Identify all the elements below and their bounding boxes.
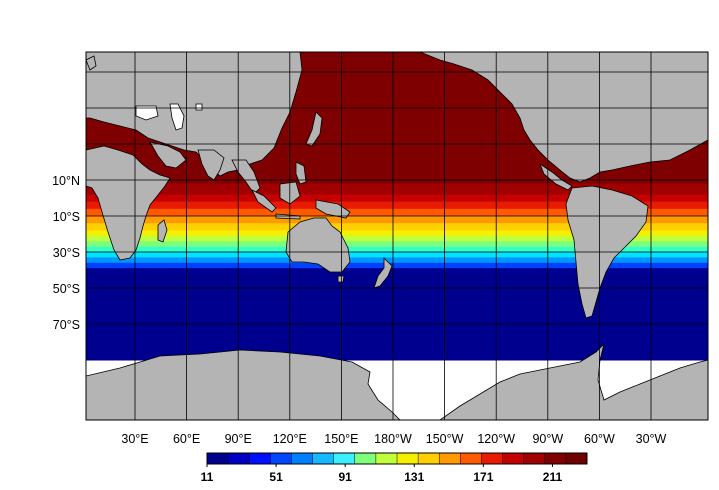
colorbar-swatch-13 — [481, 453, 503, 464]
graticule — [86, 52, 708, 420]
field-band-2 — [86, 194, 708, 203]
colorbar-swatch-10 — [418, 453, 440, 464]
colorbar-swatch-4 — [291, 453, 313, 464]
antarctica-land — [86, 349, 401, 420]
lon-label-4: 150°E — [324, 432, 358, 446]
colorbar-swatch-1 — [228, 453, 250, 464]
lat-label-1: 10°S — [53, 210, 80, 224]
lat-label-4: 70°S — [53, 318, 80, 332]
japan-land — [305, 111, 323, 147]
colorbar-swatch-3 — [270, 453, 292, 464]
lon-label-8: 90°W — [532, 432, 563, 446]
australia-land — [285, 217, 351, 273]
lon-label-10: 30°W — [636, 432, 667, 446]
colorbar-swatch-15 — [523, 453, 546, 464]
map-area — [86, 52, 708, 420]
colorbar-swatch-14 — [502, 453, 524, 464]
north-america-land — [419, 52, 708, 183]
field-band-9 — [86, 241, 708, 248]
aral-lake — [195, 103, 203, 111]
black-sea-lake — [135, 105, 159, 121]
field-band-11 — [86, 252, 708, 258]
lon-label-3: 120°E — [273, 432, 307, 446]
uk-land — [86, 55, 97, 71]
lon-label-2: 90°E — [225, 432, 252, 446]
colorbar-swatch-8 — [375, 453, 398, 464]
field-band-14 — [86, 268, 708, 361]
field-band-1 — [86, 183, 708, 195]
lon-label-6: 150°W — [426, 432, 464, 446]
field-band-4 — [86, 208, 708, 217]
antarctica-land-east — [439, 342, 708, 420]
colorbar-swatch-17 — [565, 453, 588, 464]
colorbar-label-1: 51 — [269, 470, 283, 484]
arabia-land — [149, 141, 187, 169]
colorbar-label-3: 131 — [404, 470, 424, 484]
lon-label-5: 180°W — [374, 432, 412, 446]
lat-label-3: 50°S — [53, 282, 80, 296]
lat-label-2: 30°S — [53, 246, 80, 260]
java-land — [275, 213, 301, 220]
lon-label-7: 120°W — [477, 432, 515, 446]
colorbar-label-0: 11 — [201, 470, 214, 484]
caspian-lake — [169, 103, 185, 131]
field-band-8 — [86, 235, 708, 242]
colorbar-label-5: 211 — [543, 470, 563, 484]
field-band-6 — [86, 223, 708, 231]
field-band-5 — [86, 216, 708, 224]
latitude-labels: 10°N 10°S 30°S 50°S 70°S — [52, 174, 80, 332]
se-asia-land — [231, 159, 261, 195]
lon-label-9: 60°W — [584, 432, 615, 446]
lat-label-0: 10°N — [52, 174, 80, 188]
field-band-12 — [86, 257, 708, 264]
colorbar-swatch-0 — [207, 453, 229, 464]
india-land — [197, 149, 225, 181]
colorbar-swatch-7 — [354, 453, 377, 464]
colorbar: 11 51 91 131 171 211 — [201, 452, 588, 484]
field-band-3 — [86, 201, 708, 210]
colorbar-label-4: 171 — [473, 470, 493, 484]
colorbar-label-2: 91 — [339, 470, 353, 484]
field-band-7 — [86, 230, 708, 237]
africa-land — [86, 145, 171, 261]
colorbar-swatch-2 — [249, 453, 271, 464]
philippines-land — [295, 161, 307, 185]
map-frame — [85, 51, 709, 421]
colorbar-swatch-5 — [312, 453, 334, 464]
lon-label-0: 30°E — [121, 432, 148, 446]
field-band-13 — [86, 262, 708, 269]
sumatra-land — [251, 189, 277, 213]
colorbar-swatch-12 — [460, 453, 482, 464]
colorbar-swatch-9 — [397, 453, 419, 464]
longitude-labels: 30°E 60°E 90°E 120°E 150°E 180°W 150°W 120°W 90°… — [121, 432, 666, 446]
lon-label-1: 60°E — [173, 432, 200, 446]
new-zealand-land — [373, 257, 393, 289]
colorbar-swatch-16 — [544, 453, 567, 464]
colorbar-swatch-6 — [333, 453, 356, 464]
field-band-10 — [86, 246, 708, 253]
colorbar-swatch-11 — [439, 453, 461, 464]
madagascar-land — [157, 219, 168, 243]
land-masses — [86, 52, 708, 420]
